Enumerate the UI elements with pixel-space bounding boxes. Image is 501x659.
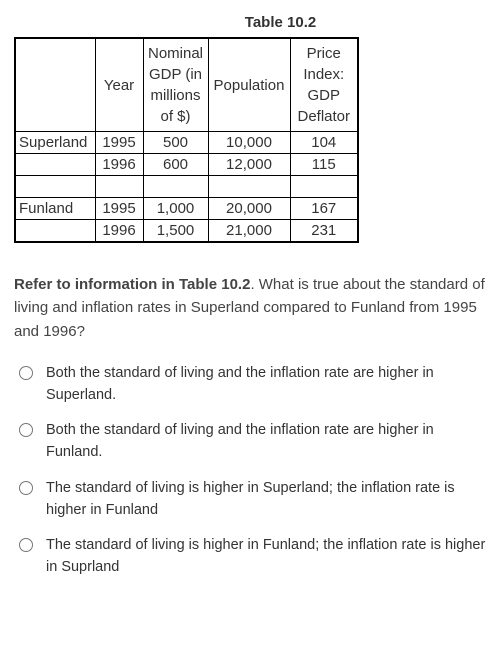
cell-price: 104: [290, 132, 358, 154]
cell-price: 231: [290, 220, 358, 243]
cell-population: 12,000: [208, 154, 290, 176]
option-d[interactable]: The standard of living is higher in Funl…: [14, 535, 487, 579]
option-a[interactable]: Both the standard of living and the infl…: [14, 363, 487, 407]
option-c-label[interactable]: The standard of living is higher in Supe…: [46, 478, 487, 522]
radio-b[interactable]: [19, 423, 33, 437]
cell-blank: [143, 176, 208, 198]
cell-price: 115: [290, 154, 358, 176]
options-group: Both the standard of living and the infl…: [14, 363, 487, 579]
cell-blank: [290, 176, 358, 198]
option-b-label[interactable]: Both the standard of living and the infl…: [46, 420, 487, 464]
cell-year: 1995: [95, 132, 143, 154]
cell-year: 1996: [95, 154, 143, 176]
cell-blank: [208, 176, 290, 198]
cell-population: 20,000: [208, 198, 290, 220]
cell-population: 21,000: [208, 220, 290, 243]
cell-gdp: 1,000: [143, 198, 208, 220]
cell-population: 10,000: [208, 132, 290, 154]
table-row-blank: [15, 176, 358, 198]
option-b[interactable]: Both the standard of living and the infl…: [14, 420, 487, 464]
cell-gdp: 500: [143, 132, 208, 154]
cell-country: [15, 220, 95, 243]
cell-year: 1996: [95, 220, 143, 243]
col-gdp: Nominal GDP (in millions of $): [143, 38, 208, 132]
cell-country: Superland: [15, 132, 95, 154]
cell-year: 1995: [95, 198, 143, 220]
cell-country: [15, 154, 95, 176]
col-year: Year: [95, 38, 143, 132]
cell-price: 167: [290, 198, 358, 220]
cell-country: Funland: [15, 198, 95, 220]
question-text: Refer to information in Table 10.2. What…: [14, 273, 487, 343]
cell-blank: [95, 176, 143, 198]
cell-blank: [15, 176, 95, 198]
col-price: Price Index: GDP Deflator: [290, 38, 358, 132]
option-a-label[interactable]: Both the standard of living and the infl…: [46, 363, 487, 407]
table-row: Superland 1995 500 10,000 104: [15, 132, 358, 154]
question-lead: Refer to information in Table 10.2: [14, 276, 250, 293]
data-table: Year Nominal GDP (in millions of $) Popu…: [14, 37, 359, 243]
table-header-row: Year Nominal GDP (in millions of $) Popu…: [15, 38, 358, 132]
col-population: Population: [208, 38, 290, 132]
table-title: Table 10.2: [74, 14, 487, 31]
cell-gdp: 1,500: [143, 220, 208, 243]
table-row: 1996 600 12,000 115: [15, 154, 358, 176]
option-d-label[interactable]: The standard of living is higher in Funl…: [46, 535, 487, 579]
radio-c[interactable]: [19, 481, 33, 495]
cell-gdp: 600: [143, 154, 208, 176]
table-row: 1996 1,500 21,000 231: [15, 220, 358, 243]
radio-a[interactable]: [19, 366, 33, 380]
radio-d[interactable]: [19, 538, 33, 552]
table-row: Funland 1995 1,000 20,000 167: [15, 198, 358, 220]
option-c[interactable]: The standard of living is higher in Supe…: [14, 478, 487, 522]
col-country: [15, 38, 95, 132]
